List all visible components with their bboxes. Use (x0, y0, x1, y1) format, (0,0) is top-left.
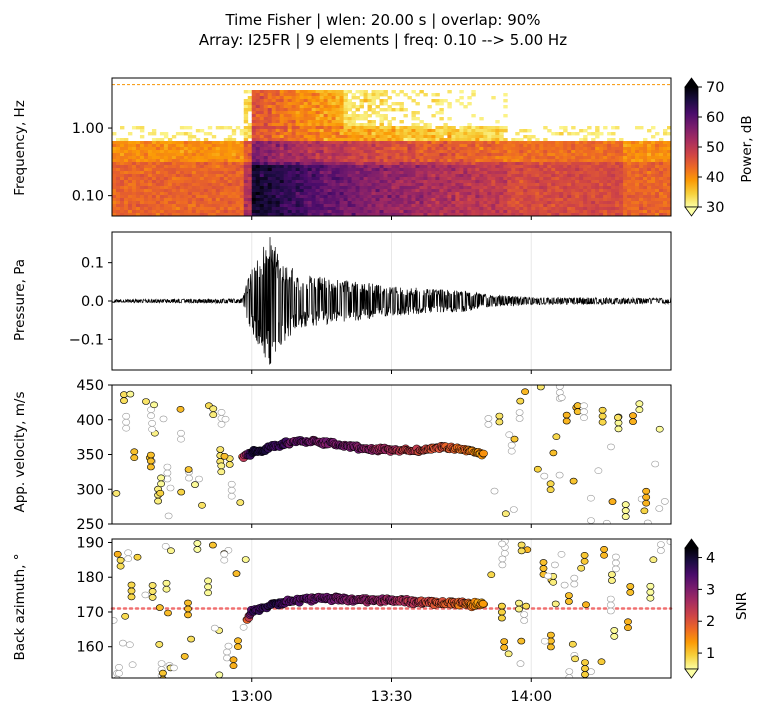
pressure-ytick-0: 0.1 (81, 256, 104, 272)
power-colorbar (684, 77, 699, 217)
snr-colorbar-tick-2: 2 (706, 614, 715, 630)
figure-title-line2: Array: I25FR | 9 elements | freq: 0.10 -… (198, 31, 568, 49)
spectrogram-image (112, 83, 671, 216)
power-colorbar-tick-0: 70 (706, 80, 724, 96)
azimuth-ytick-3: 160 (76, 640, 104, 656)
x-tick-label-0: 13:00 (231, 689, 273, 705)
power-colorbar-tick-1: 60 (706, 110, 724, 126)
velocity-panel (111, 384, 672, 525)
pressure-ytick-2: −0.1 (69, 332, 104, 348)
azimuth-ytick-0: 190 (76, 535, 104, 551)
azimuth-ytick-1: 180 (76, 570, 104, 586)
velocity-ytick-1: 400 (76, 413, 104, 429)
x-tick-label-1: 13:30 (371, 689, 413, 705)
pressure-waveform (112, 237, 671, 365)
spectrogram-panel (111, 77, 672, 217)
pressure-ytick-1: 0.0 (81, 294, 104, 310)
snr-colorbar-tick-0: 4 (706, 551, 715, 567)
spectrogram-ytick-1: 0.10 (72, 189, 104, 205)
velocity-scatter (112, 385, 669, 524)
velocity-ytick-3: 300 (76, 482, 104, 498)
snr-colorbar-tick-3: 1 (706, 646, 715, 662)
power-colorbar-tick-2: 50 (706, 140, 724, 156)
pressure-panel (111, 231, 672, 371)
snr-colorbar-tick-1: 3 (706, 582, 715, 598)
figure-title-line1: Time Fisher | wlen: 20.00 s | overlap: 9… (225, 11, 541, 29)
velocity-ytick-2: 350 (76, 448, 104, 464)
azimuth-panel (110, 538, 673, 679)
x-tick-label-2: 14:00 (510, 689, 552, 705)
spectrogram-ytick-0: 1.00 (72, 121, 104, 137)
azimuth-scatter (112, 539, 671, 678)
velocity-ytick-0: 450 (76, 378, 104, 394)
power-colorbar-tick-3: 40 (706, 170, 724, 186)
snr-colorbar (684, 538, 699, 679)
power-colorbar-tick-4: 30 (706, 200, 724, 216)
azimuth-ytick-2: 170 (76, 605, 104, 621)
velocity-ytick-4: 250 (76, 517, 104, 533)
